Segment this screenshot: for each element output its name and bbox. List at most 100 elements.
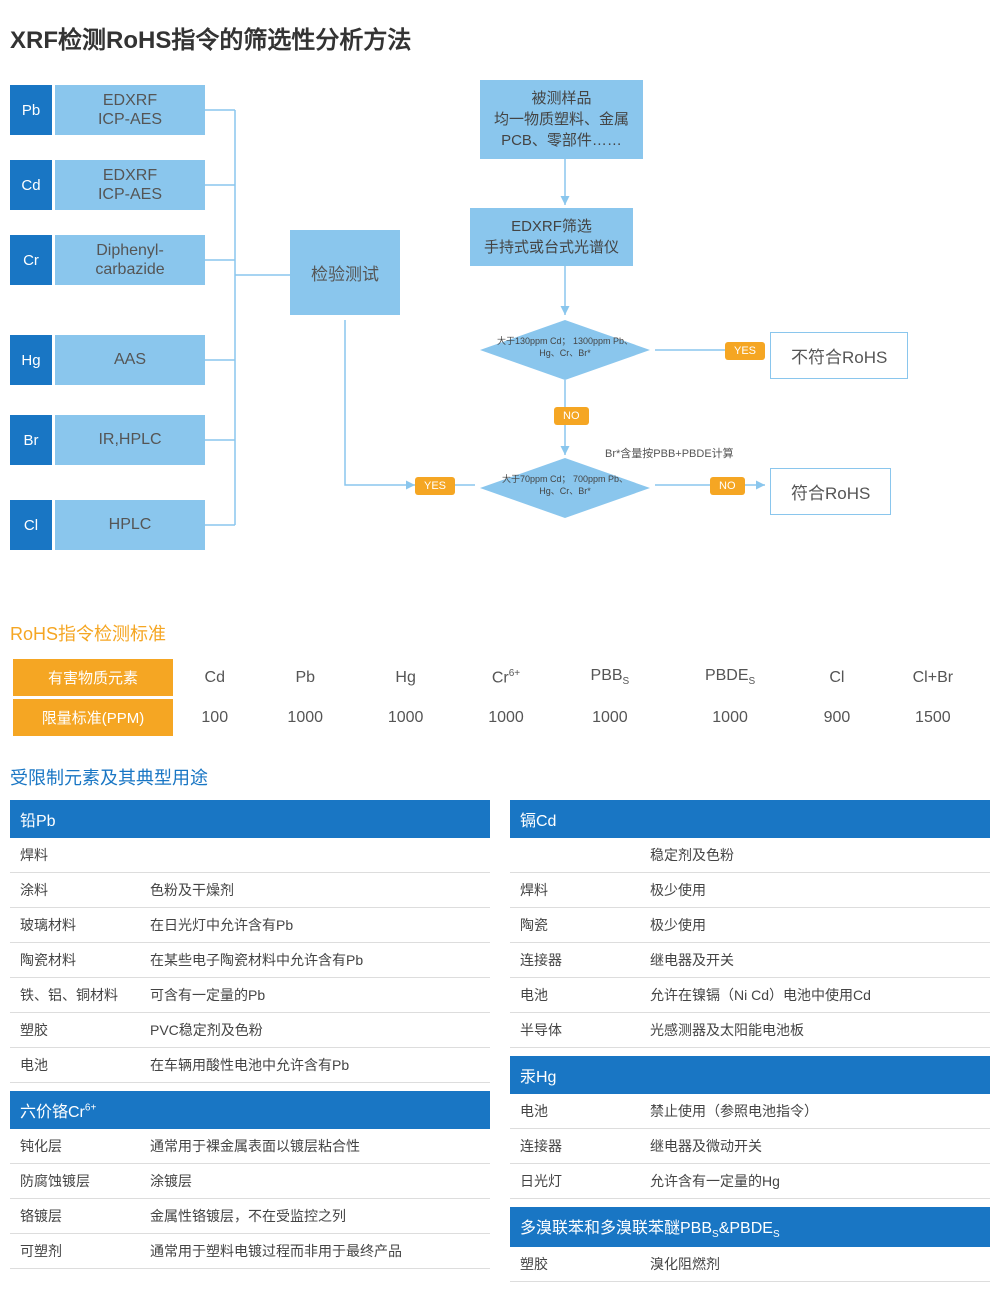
usage-block: 多溴联苯和多溴联苯醚PBBS&PBDES塑胶溴化阻燃剂 — [510, 1207, 990, 1282]
usage-key: 半导体 — [510, 1013, 640, 1047]
usage-val: 通常用于塑料电镀过程而非用于最终产品 — [140, 1234, 490, 1268]
usage-val: 通常用于裸金属表面以镀层粘合性 — [140, 1129, 490, 1163]
usage-key: 电池 — [510, 1094, 640, 1128]
usage-key: 陶瓷材料 — [10, 943, 140, 977]
usage-key: 连接器 — [510, 1129, 640, 1163]
std-col-name: Cl+Br — [879, 659, 987, 696]
usage-val: 可含有一定量的Pb — [140, 978, 490, 1012]
element-method: EDXRFICP-AES — [55, 160, 205, 210]
pass-box: 符合RoHS — [770, 468, 891, 515]
element-row-cd: CdEDXRFICP-AES — [10, 160, 205, 210]
element-tag: Cd — [10, 160, 52, 210]
element-row-cr: CrDiphenyl-carbazide — [10, 235, 205, 285]
std-col-val: 1000 — [558, 699, 662, 736]
usage-val — [140, 838, 490, 872]
element-row-cl: ClHPLC — [10, 500, 205, 550]
usage-row: 塑胶PVC稳定剂及色粉 — [10, 1013, 490, 1048]
usage-row: 钝化层通常用于裸金属表面以镀层粘合性 — [10, 1129, 490, 1164]
usage-row: 稳定剂及色粉 — [510, 838, 990, 873]
usage-val: 允许在镍镉（Ni Cd）电池中使用Cd — [640, 978, 990, 1012]
sample-l2: 均一物质塑料、金属 — [494, 111, 629, 128]
element-tag: Cl — [10, 500, 52, 550]
usage-key: 可塑剂 — [10, 1234, 140, 1268]
usage-row: 可塑剂通常用于塑料电镀过程而非用于最终产品 — [10, 1234, 490, 1269]
usage-row: 电池禁止使用（参照电池指令） — [510, 1094, 990, 1129]
usage-row: 电池允许在镍镉（Ni Cd）电池中使用Cd — [510, 978, 990, 1013]
usage-key: 陶瓷 — [510, 908, 640, 942]
element-method: Diphenyl-carbazide — [55, 235, 205, 285]
usage-head: 多溴联苯和多溴联苯醚PBBS&PBDES — [510, 1207, 990, 1247]
decision-1: 大于130ppm Cd； 1300ppm Pb、Hg、Cr、Br* — [480, 320, 650, 380]
usage-key: 日光灯 — [510, 1164, 640, 1198]
usage-grid: 铅Pb焊料涂料色粉及干燥剂玻璃材料在日光灯中允许含有Pb陶瓷材料在某些电子陶瓷材… — [10, 800, 990, 1290]
screen-l1: EDXRF筛选 — [511, 218, 592, 235]
test-box: 检验测试 — [290, 230, 400, 315]
usage-row: 焊料极少使用 — [510, 873, 990, 908]
std-col-name: Cl — [798, 659, 876, 696]
std-col-name: Pb — [257, 659, 354, 696]
usage-key: 铬镀层 — [10, 1199, 140, 1233]
std-col-val: 1000 — [257, 699, 354, 736]
usage-block: 镉Cd稳定剂及色粉焊料极少使用陶瓷极少使用连接器继电器及开关电池允许在镍镉（Ni… — [510, 800, 990, 1048]
page-title: XRF检测RoHS指令的筛选性分析方法 — [10, 20, 990, 55]
usage-row: 连接器继电器及微动开关 — [510, 1129, 990, 1164]
std-col-name: Cd — [176, 659, 254, 696]
usage-key: 铁、铝、铜材料 — [10, 978, 140, 1012]
element-method: EDXRFICP-AES — [55, 85, 205, 135]
usage-block: 六价铬Cr6+钝化层通常用于裸金属表面以镀层粘合性防腐蚀镀层涂镀层铬镀层金属性铬… — [10, 1091, 490, 1269]
decision-2-text: 大于70ppm Cd； 700ppm Pb、Hg、Cr、Br* — [495, 474, 635, 497]
usage-row: 塑胶溴化阻燃剂 — [510, 1247, 990, 1282]
usage-row: 涂料色粉及干燥剂 — [10, 873, 490, 908]
usage-key: 连接器 — [510, 943, 640, 977]
std-col-name: PBDES — [665, 659, 795, 696]
element-tag: Cr — [10, 235, 52, 285]
yes-label-2: YES — [415, 477, 455, 495]
decision-2: 大于70ppm Cd； 700ppm Pb、Hg、Cr、Br* — [480, 458, 650, 518]
usage-row: 半导体光感测器及太阳能电池板 — [510, 1013, 990, 1048]
std-col-val: 100 — [176, 699, 254, 736]
usage-val: 光感测器及太阳能电池板 — [640, 1013, 990, 1047]
usage-val: 溴化阻燃剂 — [640, 1247, 990, 1281]
std-col-val: 1500 — [879, 699, 987, 736]
std-col-name: Hg — [357, 659, 454, 696]
element-tag: Hg — [10, 335, 52, 385]
usage-key: 防腐蚀镀层 — [10, 1164, 140, 1198]
usage-row: 焊料 — [10, 838, 490, 873]
usage-key: 塑胶 — [510, 1247, 640, 1281]
usage-val: 稳定剂及色粉 — [640, 838, 990, 872]
usage-head: 镉Cd — [510, 800, 990, 838]
usage-key: 焊料 — [510, 873, 640, 907]
usage-key: 电池 — [10, 1048, 140, 1082]
std-col-val: 1000 — [457, 699, 554, 736]
yes-label-1: YES — [725, 342, 765, 360]
usage-key: 钝化层 — [10, 1129, 140, 1163]
usage-row: 日光灯允许含有一定量的Hg — [510, 1164, 990, 1199]
no-label-2: NO — [710, 477, 745, 495]
element-row-br: BrIR,HPLC — [10, 415, 205, 465]
usage-row: 电池在车辆用酸性电池中允许含有Pb — [10, 1048, 490, 1083]
std-col-val: 1000 — [665, 699, 795, 736]
usage-block: 汞Hg电池禁止使用（参照电池指令）连接器继电器及微动开关日光灯允许含有一定量的H… — [510, 1056, 990, 1199]
element-method: IR,HPLC — [55, 415, 205, 465]
usage-row: 玻璃材料在日光灯中允许含有Pb — [10, 908, 490, 943]
element-row-pb: PbEDXRFICP-AES — [10, 85, 205, 135]
element-method: HPLC — [55, 500, 205, 550]
flowchart: PbEDXRFICP-AESCdEDXRFICP-AESCrDiphenyl-c… — [10, 80, 990, 600]
usage-row: 铬镀层金属性铬镀层，不在受监控之列 — [10, 1199, 490, 1234]
usage-val: 禁止使用（参照电池指令） — [640, 1094, 990, 1128]
element-method: AAS — [55, 335, 205, 385]
usage-row: 防腐蚀镀层涂镀层 — [10, 1164, 490, 1199]
usage-head: 铅Pb — [10, 800, 490, 838]
usage-key: 涂料 — [10, 873, 140, 907]
std-col-val: 900 — [798, 699, 876, 736]
fail-box: 不符合RoHS — [770, 332, 908, 379]
usage-val: 在日光灯中允许含有Pb — [140, 908, 490, 942]
element-row-hg: HgAAS — [10, 335, 205, 385]
usage-val: 极少使用 — [640, 873, 990, 907]
usage-key: 焊料 — [10, 838, 140, 872]
usage-val: 极少使用 — [640, 908, 990, 942]
screen-box: EDXRF筛选 手持式或台式光谱仪 — [470, 208, 633, 266]
element-tag: Br — [10, 415, 52, 465]
usage-row: 陶瓷极少使用 — [510, 908, 990, 943]
standards-table: 有害物质元素CdPbHgCr6+PBBSPBDESClCl+Br 限量标准(PP… — [10, 656, 990, 739]
